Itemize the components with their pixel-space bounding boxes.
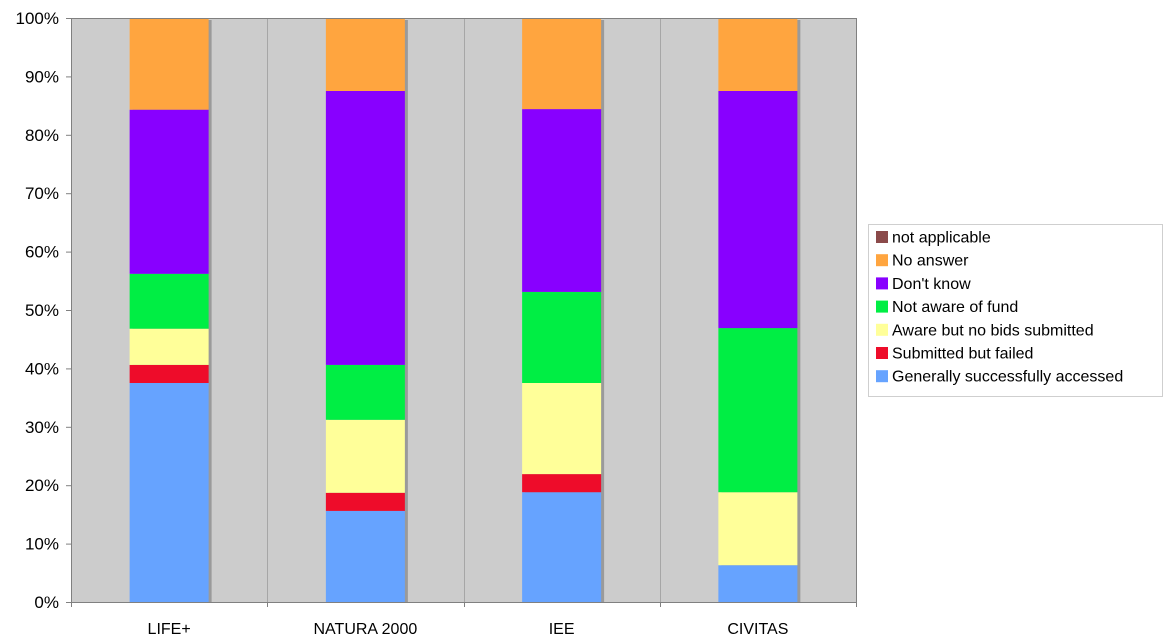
bar-segment [129,328,209,365]
bar-stack-life- [129,18,212,602]
y-tick-label: 50% [25,301,59,320]
bar-segment [718,328,798,493]
bar-stack-iee [522,18,605,602]
y-tick-label: 100% [16,9,59,28]
bar-segment [522,492,602,602]
bar-segment [522,109,602,292]
x-category-label: CIVITAS [727,621,788,637]
legend-box [868,224,1163,397]
y-tick-label: 70% [25,184,59,203]
bar-segment [718,91,798,329]
bar-segment [129,273,209,329]
bar-segment [522,474,602,493]
legend-label: Aware but no bids submitted [892,322,1094,339]
y-tick-label: 30% [25,418,59,437]
bar-segment [718,492,798,566]
bar-segment [129,364,209,383]
bar-stack-natura-2000 [325,18,408,602]
bar-segment [522,383,602,475]
y-tick-label: 0% [34,593,59,612]
y-tick-label: 80% [25,126,59,145]
axes [66,18,857,607]
bar-stack-civitas [718,18,801,602]
y-tick-label: 90% [25,67,59,86]
legend-label: not applicable [892,230,991,247]
legend-label: No answer [892,253,969,270]
legend-swatch [876,254,888,267]
legend-label: Not aware of fund [892,299,1018,316]
bar-segment [325,18,405,91]
legend-swatch [876,347,888,359]
bar-segment [325,492,405,511]
x-category-labels: LIFE+ NATURA 2000 IEE CIVITAS [148,621,789,637]
y-tick-label: 60% [25,243,59,262]
bar-segment [522,291,602,383]
bar-segment [129,109,209,274]
legend-label: Submitted but failed [892,346,1033,363]
bar-segment [325,419,405,493]
bar-segment [718,18,798,91]
bar-segment [325,91,405,365]
x-category-label: IEE [549,621,575,637]
y-tick-label: 10% [25,535,59,554]
legend-label: Generally successfully accessed [892,369,1123,386]
y-tick-label: 20% [25,476,59,495]
bar-segment [325,510,405,602]
legend-swatch [876,370,888,383]
y-tick-label: 40% [25,359,59,378]
legend: not applicable No answer Don't know Not awa… [868,224,1163,397]
legend-swatch [876,300,888,313]
x-category-label: LIFE+ [148,621,191,637]
gridlines [267,18,661,602]
legend-swatch [876,231,888,243]
legend-label: Don't know [892,276,971,293]
bar-segment [522,18,602,110]
bar-stacks [129,18,801,602]
y-tick-labels: 0% 10% 20% 30% 40% 50% 60% 70% 80% 90% 100% [16,9,59,612]
x-category-label: NATURA 2000 [314,621,418,637]
bar-segment [129,18,209,110]
legend-swatch [876,277,888,290]
legend-swatch [876,323,888,336]
bar-segment [325,364,405,420]
bar-segment [718,565,798,602]
bar-segment [129,383,209,602]
